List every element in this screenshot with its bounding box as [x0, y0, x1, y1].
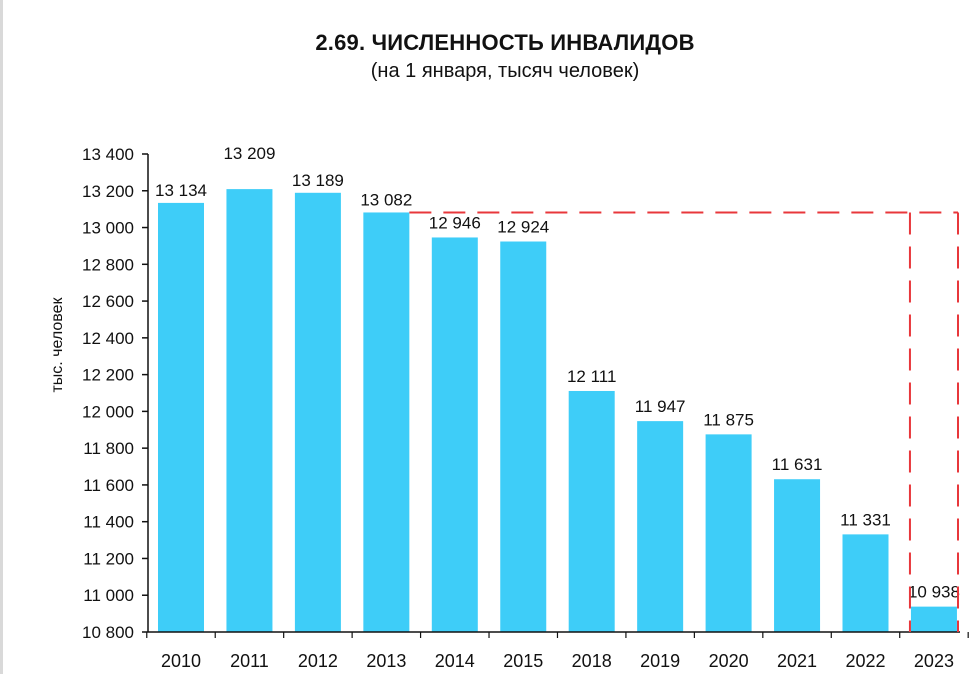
data-label: 10 938 — [908, 583, 960, 602]
data-label: 12 946 — [429, 213, 481, 232]
x-tick-label: 2010 — [161, 651, 201, 671]
bar-2023 — [910, 606, 957, 632]
data-label: 13 209 — [223, 144, 275, 163]
y-tick-label: 10 800 — [82, 623, 134, 642]
data-label: 12 924 — [497, 218, 549, 237]
y-axis-title: тыс. человек — [49, 296, 66, 392]
x-tick-label: 2015 — [503, 651, 543, 671]
bar-2011 — [226, 189, 273, 632]
chart-title: 2.69. ЧИСЛЕННОСТЬ ИНВАЛИДОВ — [315, 30, 695, 55]
data-label: 13 082 — [360, 190, 412, 209]
x-tick-label: 2022 — [845, 651, 885, 671]
y-tick-label: 11 800 — [83, 439, 134, 458]
page-edge — [0, 0, 3, 674]
x-tick-label: 2011 — [230, 651, 269, 671]
x-tick-label: 2018 — [572, 651, 612, 671]
bar-2015 — [500, 241, 547, 632]
x-tick-label: 2013 — [366, 651, 406, 671]
y-tick-label: 11 200 — [83, 549, 134, 568]
bar-2013 — [363, 212, 410, 632]
bar-2018 — [568, 390, 615, 632]
x-tick-label: 2012 — [298, 651, 338, 671]
data-label: 11 331 — [840, 510, 891, 529]
bar-2010 — [158, 202, 204, 632]
y-tick-label: 11 000 — [83, 586, 134, 605]
y-tick-label: 12 600 — [82, 292, 134, 311]
y-tick-label: 11 600 — [83, 476, 134, 495]
y-tick-label: 12 800 — [82, 255, 134, 274]
bar-2020 — [705, 434, 752, 632]
data-label: 11 875 — [703, 410, 754, 429]
bar-2019 — [637, 421, 684, 632]
data-label: 11 631 — [772, 455, 823, 474]
x-tick-label: 2021 — [777, 651, 817, 671]
bar-2012 — [294, 192, 341, 632]
bar-2014 — [431, 237, 478, 632]
data-label: 13 134 — [155, 181, 207, 200]
bar-2021 — [774, 479, 821, 632]
data-label: 13 189 — [292, 171, 344, 190]
x-tick-label: 2020 — [709, 651, 749, 671]
data-label: 11 947 — [635, 397, 686, 416]
chart-subtitle: (на 1 января, тысяч человек) — [370, 60, 640, 82]
bar-2022 — [842, 534, 889, 632]
y-tick-label: 13 400 — [82, 145, 134, 164]
y-tick-label: 12 200 — [82, 366, 134, 385]
x-tick-label: 2023 — [914, 651, 954, 671]
y-tick-label: 12 400 — [82, 329, 134, 348]
y-tick-label: 12 000 — [82, 402, 134, 421]
x-tick-label: 2014 — [435, 651, 475, 671]
y-tick-label: 13 200 — [82, 182, 134, 201]
x-tick-label: 2019 — [640, 651, 680, 671]
y-tick-label: 13 000 — [82, 219, 134, 238]
data-label: 12 111 — [567, 367, 616, 386]
y-tick-label: 11 400 — [83, 513, 134, 532]
